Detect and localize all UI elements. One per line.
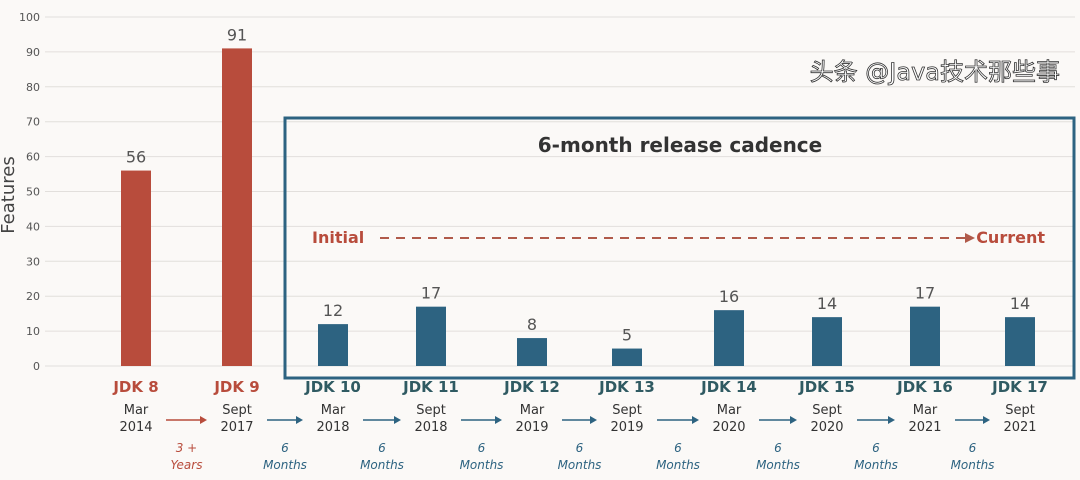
y-tick-label: 80 xyxy=(26,81,40,94)
x-category-label: JDK 16 xyxy=(896,378,953,396)
arrow-head-icon xyxy=(296,416,303,424)
bar-jdk-14 xyxy=(714,310,744,366)
bar-value-label: 91 xyxy=(227,25,247,44)
bar-jdk-15 xyxy=(812,317,842,366)
arrow-head-icon xyxy=(692,416,699,424)
release-month: Mar xyxy=(717,403,742,418)
arrow-head-icon xyxy=(590,416,597,424)
arrow-head-icon xyxy=(888,416,895,424)
bar-value-label: 5 xyxy=(622,326,632,345)
bar-jdk-16 xyxy=(910,306,940,366)
interval-unit: Months xyxy=(263,458,307,472)
x-category-label: JDK 9 xyxy=(213,378,259,396)
release-month: Mar xyxy=(321,403,346,418)
release-month: Sept xyxy=(1005,403,1035,418)
x-category-label: JDK 10 xyxy=(304,378,361,396)
x-category-label: JDK 11 xyxy=(402,378,459,396)
interval-count: 6 xyxy=(872,441,880,455)
interval-count: 6 xyxy=(281,441,289,455)
bar-value-label: 17 xyxy=(421,284,441,303)
dashed-arrow-head-icon xyxy=(965,233,975,243)
bar-value-label: 12 xyxy=(323,301,343,320)
y-tick-label: 10 xyxy=(26,325,40,338)
interval-count: 6 xyxy=(576,441,584,455)
release-year: 2020 xyxy=(712,420,745,435)
arrow-head-icon xyxy=(983,416,990,424)
y-tick-label: 60 xyxy=(26,151,40,164)
interval-count: 6 xyxy=(774,441,782,455)
release-month: Mar xyxy=(913,403,938,418)
y-tick-label: 100 xyxy=(19,11,40,24)
release-year: 2019 xyxy=(610,420,643,435)
arrow-head-icon xyxy=(495,416,502,424)
x-category-label: JDK 15 xyxy=(798,378,855,396)
cadence-box-title: 6-month release cadence xyxy=(538,133,822,157)
interval-unit: Months xyxy=(460,458,504,472)
interval-unit: Months xyxy=(656,458,700,472)
release-year: 2018 xyxy=(316,420,349,435)
watermark: 头条 @Java技术那些事 xyxy=(810,58,1060,86)
bar-jdk-9 xyxy=(222,48,252,366)
interval-unit: Months xyxy=(558,458,602,472)
y-tick-label: 50 xyxy=(26,186,40,199)
release-year: 2020 xyxy=(810,420,843,435)
y-tick-label: 30 xyxy=(26,255,40,268)
interval-unit: Months xyxy=(854,458,898,472)
arrow-head-icon xyxy=(394,416,401,424)
y-tick-label: 0 xyxy=(33,360,40,373)
x-category-label: JDK 12 xyxy=(503,378,560,396)
release-month: Mar xyxy=(124,403,149,418)
interval-unit: Months xyxy=(951,458,995,472)
release-year: 2018 xyxy=(414,420,447,435)
x-category-label: JDK 13 xyxy=(598,378,655,396)
current-label: Current xyxy=(976,228,1045,247)
cadence-box xyxy=(283,116,1076,380)
bar-value-label: 14 xyxy=(817,294,837,313)
interval-count: 6 xyxy=(378,441,386,455)
interval-count: 6 xyxy=(969,441,977,455)
x-category-label: JDK 17 xyxy=(991,378,1048,396)
interval-count: 3 + xyxy=(176,441,198,455)
y-tick-label: 20 xyxy=(26,290,40,303)
initial-label: Initial xyxy=(312,228,364,247)
release-month: Mar xyxy=(520,403,545,418)
release-year: 2017 xyxy=(220,420,253,435)
bar-value-label: 16 xyxy=(719,287,739,306)
interval-unit: Months xyxy=(756,458,800,472)
interval-count: 6 xyxy=(478,441,486,455)
release-month: Sept xyxy=(812,403,842,418)
release-month: Sept xyxy=(222,403,252,418)
arrow-head-icon xyxy=(790,416,797,424)
release-month: Sept xyxy=(416,403,446,418)
y-tick-label: 90 xyxy=(26,46,40,59)
bar-jdk-12 xyxy=(517,338,547,366)
bar-jdk-8 xyxy=(121,170,151,366)
x-category-label: JDK 8 xyxy=(112,378,158,396)
bar-jdk-13 xyxy=(612,348,642,366)
release-year: 2021 xyxy=(1003,420,1036,435)
interval-unit: Years xyxy=(171,458,203,472)
bar-value-label: 14 xyxy=(1010,294,1030,313)
bar-value-label: 56 xyxy=(126,148,146,167)
interval-unit: Months xyxy=(360,458,404,472)
y-axis-label: Features xyxy=(0,156,19,233)
release-year: 2014 xyxy=(119,420,152,435)
bar-jdk-10 xyxy=(318,324,348,366)
x-category-label: JDK 14 xyxy=(700,378,757,396)
bar-jdk-17 xyxy=(1005,317,1035,366)
bar-value-label: 17 xyxy=(915,284,935,303)
arrow-head-icon xyxy=(200,416,207,424)
interval-count: 6 xyxy=(674,441,682,455)
bar-jdk-11 xyxy=(416,306,446,366)
y-tick-label: 70 xyxy=(26,116,40,129)
release-month: Sept xyxy=(612,403,642,418)
release-year: 2019 xyxy=(515,420,548,435)
y-tick-label: 40 xyxy=(26,220,40,233)
release-year: 2021 xyxy=(908,420,941,435)
bar-value-label: 8 xyxy=(527,315,537,334)
